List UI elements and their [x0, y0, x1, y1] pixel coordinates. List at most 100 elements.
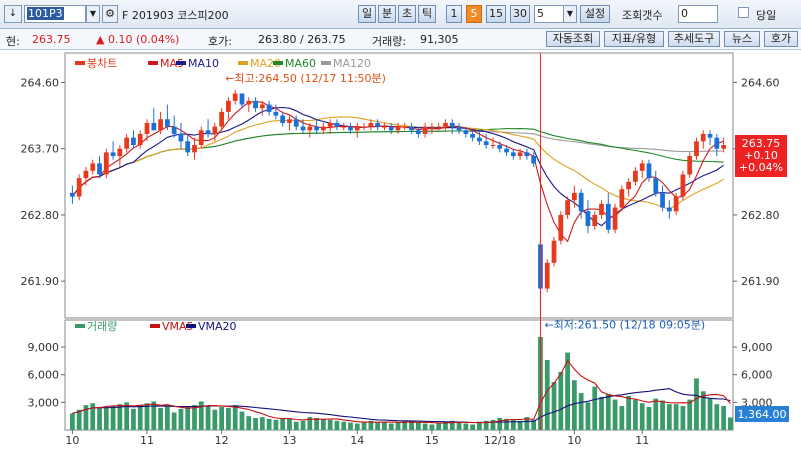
candle-body — [90, 163, 96, 171]
candle-body — [721, 145, 726, 149]
time-tick-label: 13 — [282, 434, 296, 447]
price-chart[interactable]: 264.60264.60263.70263.70262.80262.80261.… — [0, 50, 801, 449]
volume-bar — [266, 418, 272, 430]
volume-bar — [192, 405, 197, 430]
settings-button[interactable]: 설정 — [580, 5, 610, 23]
volume-bar — [680, 406, 686, 430]
period-tab-second[interactable]: 초 — [398, 5, 416, 23]
candle-body — [388, 126, 394, 131]
instrument-title: F 201903 코스피200 — [122, 9, 229, 22]
query-count-input[interactable]: 0 — [678, 5, 718, 23]
legend-item-label: MA20 — [250, 57, 281, 70]
tab-news[interactable]: 뉴스 — [724, 31, 760, 47]
volume-bar — [687, 399, 693, 430]
volume-bar — [633, 399, 638, 430]
volume-bar — [151, 401, 157, 430]
period-tab-1[interactable]: 1 — [446, 5, 462, 23]
volume-legend-label: VMA20 — [198, 320, 237, 333]
volume-bar — [490, 419, 496, 430]
tab-quote[interactable]: 호가 — [764, 31, 798, 47]
candle-body — [619, 189, 625, 208]
candle-body — [232, 93, 238, 101]
candle-body — [680, 174, 686, 197]
period-tab-30[interactable]: 30 — [510, 5, 530, 23]
period-count-input[interactable]: 5 — [534, 5, 564, 23]
price-change: ▲ 0.10 (0.04%) — [96, 33, 180, 46]
period-tab-minute[interactable]: 분 — [378, 5, 396, 23]
volume-bar — [83, 405, 89, 430]
candle-body — [565, 200, 570, 215]
volume-bar — [158, 407, 163, 430]
volume-bar — [626, 395, 632, 430]
price-tick-label-right: 262.80 — [741, 209, 780, 222]
candle-body — [666, 207, 672, 212]
candle-body — [321, 126, 326, 131]
volume-bar — [361, 421, 367, 430]
candle-body — [205, 130, 211, 134]
period-tab-15[interactable]: 15 — [486, 5, 506, 23]
today-checkbox[interactable] — [738, 7, 749, 18]
volume-bar — [599, 396, 604, 430]
candle-body — [429, 126, 435, 128]
volume-bar — [226, 407, 231, 430]
legend-item-label: MA60 — [285, 57, 316, 70]
volume-bar — [402, 420, 408, 430]
volume-bar — [585, 402, 591, 430]
search-icon[interactable]: ⚙ — [102, 5, 118, 23]
vma5-line — [72, 359, 731, 424]
candle-body — [443, 122, 448, 127]
code-dropdown-icon[interactable]: ▼ — [86, 5, 100, 23]
period-tab-tick[interactable]: 틱 — [418, 5, 436, 23]
candle-body — [314, 126, 319, 131]
candle-body — [483, 141, 489, 146]
candle-body — [592, 214, 598, 226]
volume-bar — [415, 422, 421, 430]
volume-tick-label-left: 9,000 — [28, 341, 60, 354]
period-tab-day[interactable]: 일 — [358, 5, 376, 23]
stock-code-input[interactable]: 101P3 — [24, 5, 86, 23]
candle-body — [612, 207, 618, 230]
legend-item-label: MA120 — [333, 57, 371, 70]
volume-bar — [531, 419, 537, 430]
candle-body — [110, 152, 116, 157]
collapse-arrow-icon[interactable]: ↓ — [4, 5, 22, 23]
volume-bar — [219, 406, 225, 430]
tab-auto-query[interactable]: 자동조회 — [546, 31, 600, 47]
period-count-dropdown-icon[interactable]: ▼ — [563, 5, 577, 23]
volume-bar — [131, 408, 136, 430]
volume-bar — [653, 398, 659, 430]
volume-bar — [578, 393, 584, 430]
volume-bar — [259, 417, 265, 430]
candle-body — [144, 122, 150, 134]
candle-body — [348, 126, 353, 131]
volume-bar — [646, 406, 652, 430]
tab-indicator-type[interactable]: 지표/유형 — [604, 31, 664, 47]
volume-bar — [544, 359, 550, 430]
volume-value: 91,305 — [420, 33, 459, 46]
volume-bar — [660, 400, 665, 430]
volume-bar — [185, 406, 191, 430]
volume-legend-swatch — [150, 324, 160, 328]
volume-bar — [144, 403, 150, 430]
volume-bar — [375, 422, 381, 430]
volume-bar — [497, 418, 503, 430]
legend-swatch — [321, 61, 331, 65]
candle-body — [578, 192, 584, 212]
high-annotation: ←최고:264.50 (12/17 11:50분) — [225, 72, 386, 85]
volume-bar — [443, 421, 448, 430]
candle-body — [456, 126, 462, 131]
candle-body — [185, 141, 191, 153]
current-volume-box — [735, 406, 789, 422]
current-volume-box-value: 1,364.00 — [738, 408, 787, 421]
candle-body — [497, 145, 503, 149]
candle-body — [504, 148, 509, 153]
info-bar: 현: 263.75 ▲ 0.10 (0.04%) 호가: 263.80 / 26… — [0, 29, 801, 50]
candle-body — [402, 126, 408, 128]
tab-trend-tool[interactable]: 추세도구 — [668, 31, 720, 47]
legend-swatch — [148, 61, 158, 65]
period-tab-5[interactable]: 5 — [466, 5, 482, 23]
volume-bar — [280, 418, 286, 430]
volume-label: 거래량: — [372, 35, 407, 48]
candle-body — [653, 178, 659, 193]
time-tick-label: 12 — [215, 434, 229, 447]
